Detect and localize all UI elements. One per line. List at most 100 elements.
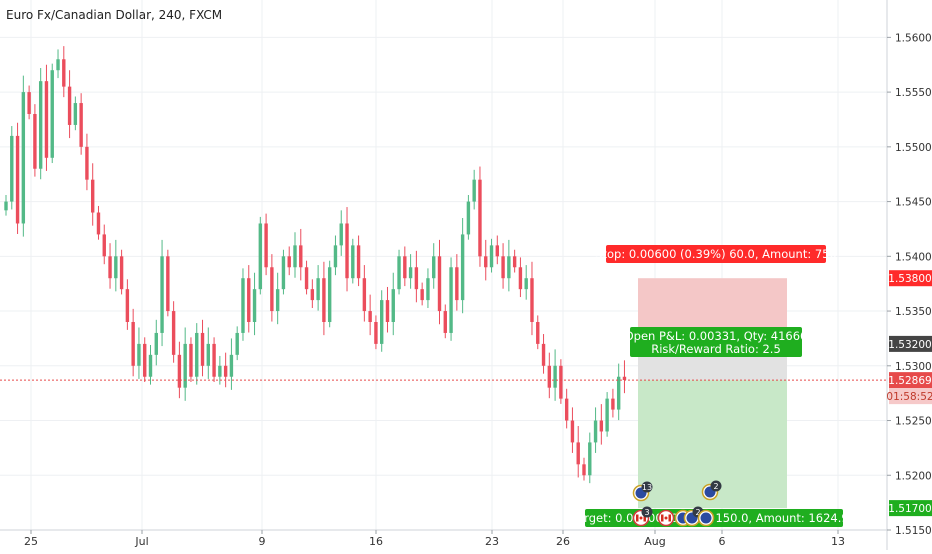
x-tick-label: Aug bbox=[644, 535, 665, 548]
candle bbox=[403, 246, 407, 287]
entry-price-tag: 1.53200 bbox=[888, 335, 932, 352]
candle bbox=[212, 337, 216, 382]
candle bbox=[10, 126, 14, 210]
candle bbox=[189, 337, 193, 382]
candle bbox=[108, 243, 112, 289]
countdown-tag: 01:58:52 bbox=[886, 388, 932, 405]
candle bbox=[183, 327, 187, 401]
ca-flag-icon[interactable]: 3 bbox=[632, 506, 653, 527]
target-price-tag: 1.51700 bbox=[888, 500, 932, 517]
x-tick-label: 23 bbox=[485, 535, 499, 548]
position-zones[interactable] bbox=[638, 278, 787, 509]
chart-title: Euro Fx/Canadian Dollar, 240, FXCM bbox=[6, 8, 222, 22]
candle bbox=[166, 249, 170, 317]
candle bbox=[449, 257, 453, 341]
x-tick-label: 16 bbox=[369, 535, 383, 548]
y-tick-label: 1.55500 bbox=[895, 87, 932, 99]
candle bbox=[241, 268, 245, 341]
x-tick-label: 25 bbox=[24, 535, 38, 548]
y-tick-label: 1.51500 bbox=[895, 525, 932, 537]
candle bbox=[38, 68, 43, 180]
candle bbox=[160, 239, 164, 347]
candle bbox=[466, 195, 471, 240]
eu-flag-icon[interactable]: 2 bbox=[701, 480, 722, 501]
svg-text:1.52869: 1.52869 bbox=[888, 375, 931, 387]
y-tick-label: 1.53500 bbox=[895, 306, 932, 318]
candle bbox=[33, 104, 37, 177]
x-tick-label: 9 bbox=[259, 535, 266, 548]
svg-text:01:58:52: 01:58:52 bbox=[886, 391, 932, 403]
candle bbox=[345, 207, 349, 292]
y-tick-label: 1.54000 bbox=[895, 251, 932, 263]
svg-text:Risk/Reward Ratio: 2.5: Risk/Reward Ratio: 2.5 bbox=[651, 342, 781, 356]
stop-label[interactable]: Stop: 0.00600 (0.39%) 60.0, Amount: 750 bbox=[595, 245, 837, 263]
candle bbox=[304, 260, 309, 295]
candle bbox=[293, 232, 297, 278]
candle bbox=[21, 75, 26, 237]
candle bbox=[368, 294, 372, 336]
candle bbox=[588, 432, 592, 484]
candle bbox=[351, 238, 355, 284]
ca-flag-icon[interactable] bbox=[657, 509, 675, 527]
svg-text:3: 3 bbox=[644, 508, 649, 517]
candle bbox=[322, 261, 326, 336]
candle bbox=[148, 344, 153, 385]
candle bbox=[44, 64, 49, 171]
y-tick-label: 1.53000 bbox=[895, 361, 932, 373]
svg-text:2: 2 bbox=[713, 482, 718, 491]
open-pnl-label[interactable]: Open P&L: 0.00331, Qty: 41666Risk/Reward… bbox=[625, 327, 808, 357]
candle bbox=[125, 279, 130, 330]
candle bbox=[327, 260, 332, 328]
candle bbox=[62, 46, 66, 98]
candle bbox=[576, 426, 580, 478]
y-tick-label: 1.54500 bbox=[895, 197, 932, 209]
eu-flag-icon[interactable]: 2 bbox=[683, 506, 704, 527]
svg-text:Stop: 0.00600 (0.39%) 60.0, Am: Stop: 0.00600 (0.39%) 60.0, Amount: 750 bbox=[595, 247, 837, 261]
candle bbox=[408, 254, 413, 289]
candle bbox=[380, 290, 384, 352]
candle bbox=[91, 163, 95, 226]
candle bbox=[605, 392, 609, 437]
candle bbox=[397, 249, 401, 295]
candle bbox=[385, 286, 390, 333]
candle bbox=[455, 254, 459, 311]
candle bbox=[489, 238, 494, 273]
eu-flag-icon[interactable] bbox=[697, 509, 715, 527]
candle bbox=[426, 268, 430, 308]
candle bbox=[79, 93, 83, 155]
candle bbox=[258, 216, 263, 295]
candle bbox=[414, 250, 419, 303]
current-price-tag: 1.52869 bbox=[888, 372, 932, 389]
candle bbox=[547, 352, 552, 399]
candle bbox=[391, 272, 395, 336]
candles-layer bbox=[4, 46, 627, 484]
x-tick-label: 13 bbox=[831, 535, 845, 548]
y-tick-label: 1.55000 bbox=[895, 142, 932, 154]
candle bbox=[512, 249, 517, 273]
candle bbox=[287, 246, 291, 276]
candle bbox=[484, 239, 488, 281]
candle bbox=[356, 235, 361, 287]
candle bbox=[119, 249, 124, 295]
candle bbox=[85, 133, 89, 191]
candle bbox=[582, 457, 586, 481]
candle bbox=[507, 239, 511, 292]
candle bbox=[131, 308, 135, 377]
event-markers[interactable]: 13 2 3 2 bbox=[632, 480, 722, 527]
candle bbox=[495, 235, 499, 265]
candle bbox=[27, 85, 31, 120]
candle bbox=[570, 407, 575, 453]
candle bbox=[270, 254, 274, 322]
candle bbox=[200, 319, 205, 377]
candle bbox=[143, 337, 147, 382]
svg-text:13: 13 bbox=[642, 483, 652, 492]
x-tick-label: 6 bbox=[719, 535, 726, 548]
candle bbox=[420, 282, 424, 306]
stop-price-tag: 1.53800 bbox=[888, 270, 932, 287]
candle bbox=[536, 315, 540, 350]
candle bbox=[564, 388, 569, 429]
eu-flag-icon[interactable]: 13 bbox=[632, 481, 653, 502]
